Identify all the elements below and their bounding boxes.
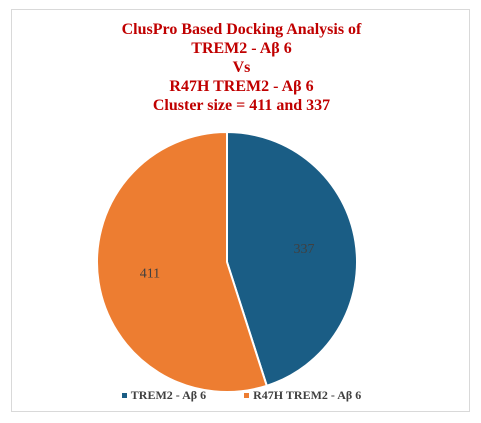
legend-label-trem2: TREM2 - Aβ 6: [130, 388, 207, 402]
legend-swatch-r47h-trem2: [244, 393, 250, 398]
legend-item-r47h-trem2: R47H TREM2 - Aβ 6: [244, 388, 361, 403]
chart-title-line-3: Vs: [232, 59, 251, 76]
pie-chart: 337 411: [96, 130, 358, 393]
chart-title-line-5: Cluster size = 411 and 337: [152, 97, 331, 114]
chart-title-line-4: R47H TREM2 - Aβ 6: [169, 78, 314, 95]
chart-title-line-1: ClusPro Based Docking Analysis of: [121, 21, 362, 38]
legend-item-trem2: TREM2 - Aβ 6: [121, 388, 207, 403]
legend-swatch-trem2: [121, 393, 127, 398]
chart-frame: ClusPro Based Docking Analysis of TREM2 …: [11, 9, 470, 412]
pie-slice-r47h-trem2: [96, 130, 269, 393]
chart-title-line-2: TREM2 - Aβ 6: [191, 40, 292, 57]
pie-slice-trem2: [226, 130, 358, 388]
pie-data-label-trem2: 337: [294, 242, 315, 257]
pie-data-label-r47h-trem2: 411: [140, 266, 160, 281]
legend-label-r47h-trem2: R47H TREM2 - Aβ 6: [253, 388, 362, 402]
chart-title: ClusPro Based Docking Analysis of TREM2 …: [12, 20, 471, 115]
chart-legend: TREM2 - Aβ 6 R47H TREM2 - Aβ 6: [12, 388, 471, 403]
